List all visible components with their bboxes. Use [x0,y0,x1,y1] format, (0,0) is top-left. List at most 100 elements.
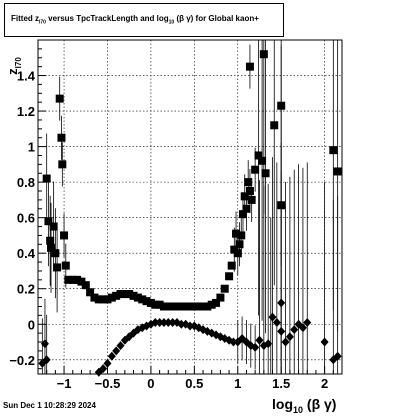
data-point-diamond [277,298,286,308]
title-prefix: Fitted z [11,14,39,23]
plot-frame [37,39,343,375]
x-tick-label: −0.5 [95,376,121,391]
data-point-square [233,249,242,258]
data-point-square [172,302,181,311]
data-point-square [244,178,253,187]
data-point-square [333,167,342,176]
title-middle: versus TpcTrackLength and log [45,14,169,23]
title-sub2: 10 [168,19,175,26]
data-point-square [277,201,286,210]
data-point-square [77,277,86,286]
data-point-diamond [229,337,238,347]
data-point-square [129,291,138,300]
data-point-square [60,231,69,240]
data-point-diamond [112,346,121,356]
data-point-square [237,231,246,240]
data-point-square [116,290,125,299]
data-point-square [90,293,99,302]
data-point-square [270,121,279,130]
data-point-diamond [277,326,286,336]
data-point-square [216,293,225,302]
data-point-square [81,281,90,290]
data-point-square [61,261,70,270]
data-point-square [142,297,151,306]
y-tick-label: 1.2 [17,104,35,119]
data-point-square [99,295,108,304]
y-tick-label: 0.4 [17,246,36,261]
data-point-square [245,62,254,71]
data-point-diamond [320,337,329,347]
data-point-square [51,249,60,258]
data-point-square [259,50,268,59]
data-point-square [212,298,221,307]
data-point-diamond [159,317,168,327]
data-point-square [164,302,173,311]
data-point-diamond [333,351,342,361]
data-markers [38,50,342,377]
data-point-diamond [281,337,290,347]
x-tick-label: 0.5 [185,376,203,391]
data-point-square [57,133,66,142]
data-point-square [55,94,64,103]
data-point-diamond [40,339,49,349]
y-tick-label: 1.4 [17,69,36,84]
axis-ticks: −1 −0.5 0 0.5 1 1.5 2 −0.2 0 0.2 0.4 0.6 0.8 1 1.2 1.4 [9,39,343,391]
data-point-square [120,290,129,299]
data-point-square [242,204,251,213]
data-point-square [251,165,260,174]
data-point-square [112,291,121,300]
y-tick-label: 1 [28,140,35,155]
x-tick-label: 1 [234,376,241,391]
data-point-square [107,293,116,302]
data-point-square [146,298,155,307]
data-point-diamond [251,342,260,352]
data-point-square [203,302,212,311]
data-point-square [225,272,234,281]
data-point-square [194,302,203,311]
data-point-diamond [155,317,164,327]
data-point-square [181,302,190,311]
data-point-diamond [151,317,160,327]
chart-title: Fitted zI70 versus TpcTrackLength and lo… [4,3,284,37]
data-point-square [58,160,67,169]
title-suffix: (β γ) for Global kaon+ [174,14,259,23]
y-tick-label: 0.6 [17,211,35,226]
x-tick-label: 0 [147,376,154,391]
data-point-diamond [168,317,177,327]
y-tick-label: −0.2 [9,353,35,368]
x-tick-label: 2 [321,376,328,391]
data-point-square [254,151,263,160]
data-point-square [245,187,254,196]
data-point-square [44,217,53,226]
data-point-square [329,146,338,155]
data-point-square [49,222,58,231]
data-point-square [47,243,56,252]
data-point-diamond [186,321,194,331]
data-point-square [64,275,73,284]
x-axis-label: log10 (β γ) [272,396,336,414]
data-point-square [68,275,77,284]
data-point-square [155,300,164,309]
data-point-square [258,156,267,165]
data-point-square [186,302,194,311]
data-point-square [220,284,229,293]
data-point-square [240,192,249,201]
data-point-square [53,263,62,272]
y-tick-label: 0 [28,317,35,332]
data-point-square [159,302,168,311]
data-point-diamond [107,351,116,361]
data-point-diamond [120,335,129,345]
data-point-diamond [99,364,108,374]
x-tick-label: −1 [57,376,72,391]
data-point-square [73,275,82,284]
data-point-square [247,195,256,204]
data-point-diamond [116,341,125,351]
data-point-square [199,302,208,311]
data-point-square [125,290,134,299]
data-point-diamond [285,332,294,342]
data-point-square [151,300,160,309]
data-point-diamond [177,319,186,329]
data-point-square [86,288,95,297]
